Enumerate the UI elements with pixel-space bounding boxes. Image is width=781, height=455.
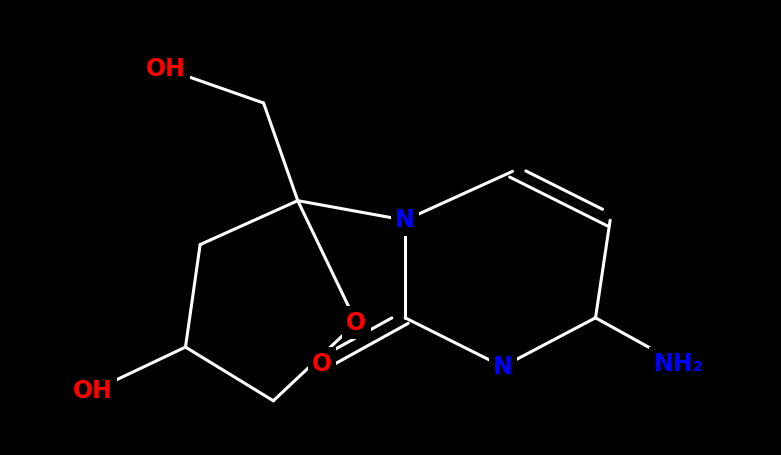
- Text: OH: OH: [146, 57, 186, 81]
- Text: O: O: [346, 311, 366, 335]
- Text: N: N: [395, 208, 415, 232]
- Text: O: O: [312, 352, 332, 376]
- Text: N: N: [493, 354, 512, 379]
- Text: NH₂: NH₂: [654, 352, 704, 376]
- Text: OH: OH: [73, 379, 112, 403]
